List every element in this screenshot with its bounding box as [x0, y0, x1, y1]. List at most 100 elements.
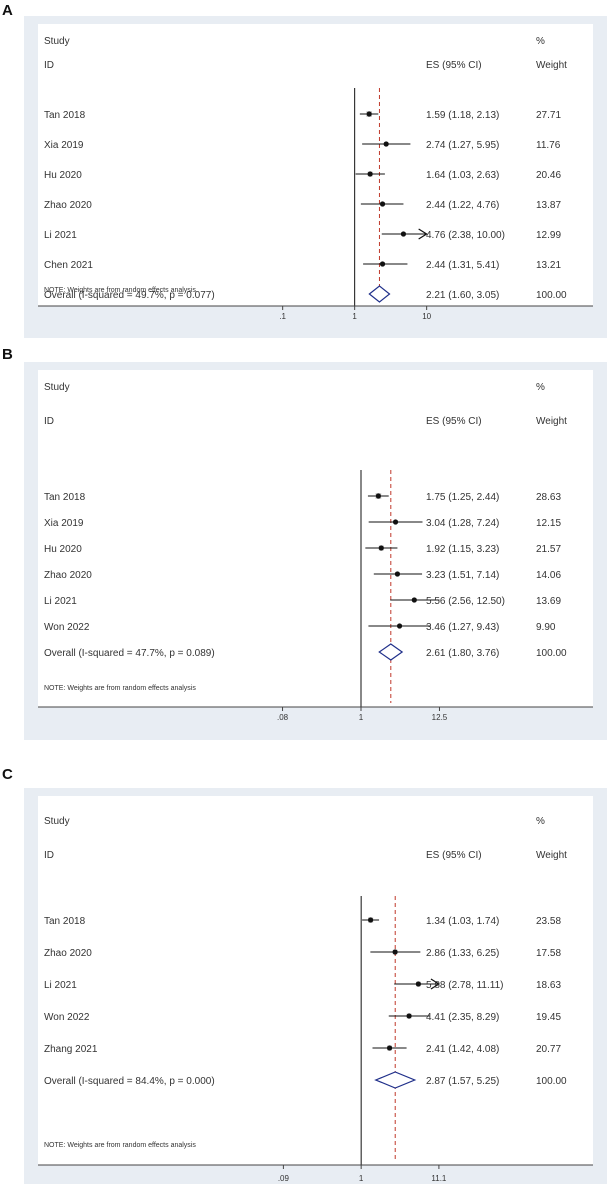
point-estimate: [378, 545, 384, 551]
overall-diamond: [378, 643, 404, 661]
forest-plot-panel-b: Study ID ES (95% CI)% Weight Tan 2018 1.75 (1…: [24, 362, 607, 740]
forest-plot-svg: Study ID ES (95% CI)% Weight Tan 2018 1.34 (1…: [38, 796, 593, 1183]
point-estimate: [379, 261, 386, 267]
effect-size-ci: 3.04 (1.28, 7.24): [426, 518, 499, 529]
study-label: Xia 2019: [44, 140, 84, 151]
x-tick-label: 12.5: [432, 713, 448, 722]
forest-plot-panel-a: Study ID ES (95% CI)% Weight Tan 2018 1.59 (1…: [24, 16, 607, 338]
study-label: Zhao 2020: [44, 948, 92, 959]
plot-background: [38, 24, 593, 306]
point-estimate: [415, 981, 421, 987]
study-label: Li 2021: [44, 980, 77, 991]
point-estimate: [400, 231, 407, 237]
effect-size-ci: 2.86 (1.33, 6.25): [426, 948, 499, 959]
header-es-ci: ES (95% CI): [426, 60, 482, 71]
effect-size-ci: 3.23 (1.51, 7.14): [426, 570, 499, 581]
overall-weight: 100.00: [536, 1076, 567, 1087]
effect-size-ci: 2.44 (1.22, 4.76): [426, 200, 499, 211]
study-label: Li 2021: [44, 230, 77, 241]
study-weight: 13.69: [536, 596, 561, 607]
overall-effect-ci: 2.21 (1.60, 3.05): [426, 290, 499, 301]
point-estimate: [411, 597, 417, 603]
effect-size-ci: 1.92 (1.15, 3.23): [426, 544, 499, 555]
study-label: Tan 2018: [44, 110, 86, 121]
point-estimate: [394, 571, 401, 577]
study-label: Won 2022: [44, 622, 90, 633]
overall-effect-ci: 2.87 (1.57, 5.25): [426, 1076, 499, 1087]
panel-a-label: A: [2, 2, 13, 19]
study-weight: 28.63: [536, 492, 561, 503]
header-study: Study: [44, 36, 70, 47]
study-weight: 18.63: [536, 980, 561, 991]
overall-diamond: [368, 285, 391, 303]
study-weight: 27.71: [536, 110, 561, 121]
header-id: ID: [44, 850, 54, 861]
overall-diamond: [374, 1071, 417, 1089]
ci-arrow: [430, 978, 441, 990]
study-weight: 20.77: [536, 1044, 561, 1055]
forest-plot-panel-c: Study ID ES (95% CI)% Weight Tan 2018 1.34 (1…: [24, 788, 607, 1184]
point-estimate: [367, 171, 373, 177]
study-weight: 11.76: [536, 140, 561, 151]
study-label: Hu 2020: [44, 170, 82, 181]
point-estimate: [366, 111, 372, 117]
header-weight: Weight: [536, 416, 567, 427]
study-label: Zhang 2021: [44, 1044, 98, 1055]
study-weight: 13.87: [536, 200, 561, 211]
x-tick-label: .09: [278, 1174, 290, 1183]
study-label: Zhao 2020: [44, 200, 92, 211]
effect-size-ci: 2.44 (1.31, 5.41): [426, 260, 499, 271]
effect-size-ci: 1.75 (1.25, 2.44): [426, 492, 499, 503]
point-estimate: [392, 949, 398, 955]
header-study: Study: [44, 816, 70, 827]
study-weight: 14.06: [536, 570, 561, 581]
study-weight: 20.46: [536, 170, 561, 181]
header-es-ci: ES (95% CI): [426, 416, 482, 427]
study-weight: 23.58: [536, 916, 561, 927]
point-estimate: [375, 493, 381, 499]
plot-background: [38, 370, 593, 707]
study-weight: 12.99: [536, 230, 561, 241]
effect-size-ci: 5.56 (2.56, 12.50): [426, 596, 505, 607]
weights-note: NOTE: Weights are from random effects an…: [44, 287, 196, 294]
effect-size-ci: 1.34 (1.03, 1.74): [426, 916, 499, 927]
point-estimate: [396, 623, 403, 629]
study-weight: 21.57: [536, 544, 561, 555]
study-label: Won 2022: [44, 1012, 90, 1023]
x-tick-label: 11.1: [431, 1174, 447, 1183]
x-tick-label: 1: [352, 312, 357, 321]
header-percent: %: [536, 382, 545, 393]
effect-size-ci: 5.88 (2.78, 11.11): [426, 980, 503, 991]
effect-size-ci: 2.74 (1.27, 5.95): [426, 140, 499, 151]
overall-label: Overall (I-squared = 84.4%, p = 0.000): [44, 1076, 215, 1087]
study-label: Hu 2020: [44, 544, 82, 555]
overall-effect-ci: 2.61 (1.80, 3.76): [426, 648, 499, 659]
x-tick-label: .08: [277, 713, 289, 722]
effect-size-ci: 4.76 (2.38, 10.00): [426, 230, 505, 241]
overall-weight: 100.00: [536, 290, 567, 301]
header-id: ID: [44, 60, 54, 71]
header-weight: Weight: [536, 60, 567, 71]
forest-plot-svg: Study ID ES (95% CI)% Weight Tan 2018 1.75 (1…: [38, 370, 593, 722]
study-label: Chen 2021: [44, 260, 93, 271]
effect-size-ci: 1.59 (1.18, 2.13): [426, 110, 499, 121]
study-weight: 19.45: [536, 1012, 561, 1023]
effect-size-ci: 2.41 (1.42, 4.08): [426, 1044, 499, 1055]
header-weight: Weight: [536, 850, 567, 861]
x-tick-label: .1: [279, 312, 286, 321]
ci-arrow: [418, 228, 428, 240]
study-label: Li 2021: [44, 596, 77, 607]
forest-plot-svg: Study ID ES (95% CI)% Weight Tan 2018 1.59 (1…: [38, 24, 593, 321]
point-estimate: [386, 1045, 393, 1051]
overall-label: Overall (I-squared = 49.7%, p = 0.077): [44, 290, 215, 301]
effect-size-ci: 3.46 (1.27, 9.43): [426, 622, 499, 633]
panel-b-label: B: [2, 346, 13, 363]
study-weight: 12.15: [536, 518, 561, 529]
study-label: Zhao 2020: [44, 570, 92, 581]
study-weight: 9.90: [536, 622, 556, 633]
point-estimate: [379, 201, 386, 207]
panel-c-label: C: [2, 766, 13, 783]
weights-note: NOTE: Weights are from random effects an…: [44, 685, 196, 692]
effect-size-ci: 1.64 (1.03, 2.63): [426, 170, 499, 181]
weights-note: NOTE: Weights are from random effects an…: [44, 1142, 196, 1149]
